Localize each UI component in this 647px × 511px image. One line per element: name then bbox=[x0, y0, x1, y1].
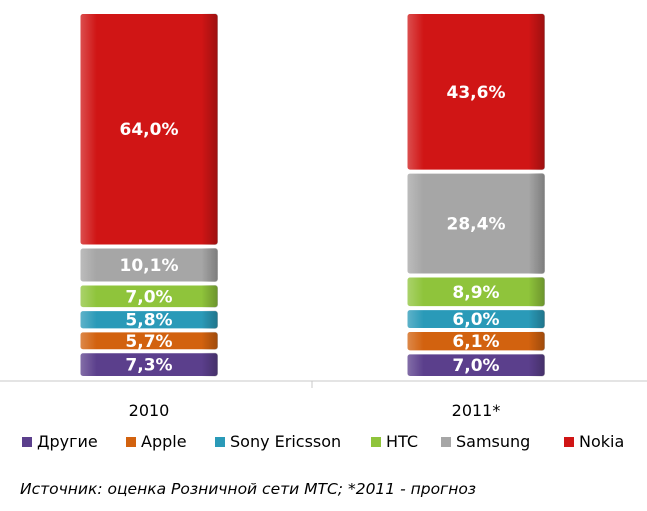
legend-swatch bbox=[441, 437, 451, 447]
legend-item-другие: Другие bbox=[22, 432, 98, 451]
data-label: 43,6% bbox=[447, 83, 506, 103]
legend-label: Другие bbox=[37, 432, 98, 451]
legend-swatch bbox=[371, 437, 381, 447]
data-label: 8,9% bbox=[452, 283, 499, 303]
legend-swatch bbox=[126, 437, 136, 447]
data-label: 5,7% bbox=[125, 332, 172, 352]
legend-label: Samsung bbox=[456, 432, 530, 451]
stacked-bar-chart: 7,3% 5,7%5,8% 7,0% 10,1% 64,0% 7,0% 6,1%6,0% 8,… bbox=[0, 13, 647, 451]
legend-item-sony-ericsson: Sony Ericsson bbox=[215, 432, 341, 451]
category-label: 2010 bbox=[129, 401, 170, 420]
legend-item-apple: Apple bbox=[126, 432, 187, 451]
legend: Другие Apple Sony Ericsson HTC Samsung Nokia bbox=[22, 432, 624, 451]
legend-item-htc: HTC bbox=[371, 432, 418, 451]
legend-swatch bbox=[564, 437, 574, 447]
category-label: 2011* bbox=[452, 401, 501, 420]
source-note: Источник: оценка Розничной сети МТС; *20… bbox=[20, 480, 477, 498]
legend-label: Nokia bbox=[579, 432, 624, 451]
data-label: 28,4% bbox=[447, 215, 506, 235]
data-label: 10,1% bbox=[120, 256, 179, 276]
data-label: 7,0% bbox=[125, 287, 172, 307]
legend-label: Sony Ericsson bbox=[230, 432, 341, 451]
legend-item-samsung: Samsung bbox=[441, 432, 530, 451]
data-label: 6,0% bbox=[452, 310, 499, 330]
data-label: 7,0% bbox=[452, 356, 499, 376]
legend-label: Apple bbox=[141, 432, 187, 451]
data-label: 7,3% bbox=[125, 356, 172, 376]
legend-item-nokia: Nokia bbox=[564, 432, 624, 451]
data-label: 5,8% bbox=[125, 311, 172, 331]
legend-label: HTC bbox=[386, 432, 418, 451]
data-label: 64,0% bbox=[120, 120, 179, 140]
legend-swatch bbox=[22, 437, 32, 447]
legend-swatch bbox=[215, 437, 225, 447]
data-label: 6,1% bbox=[452, 332, 499, 352]
